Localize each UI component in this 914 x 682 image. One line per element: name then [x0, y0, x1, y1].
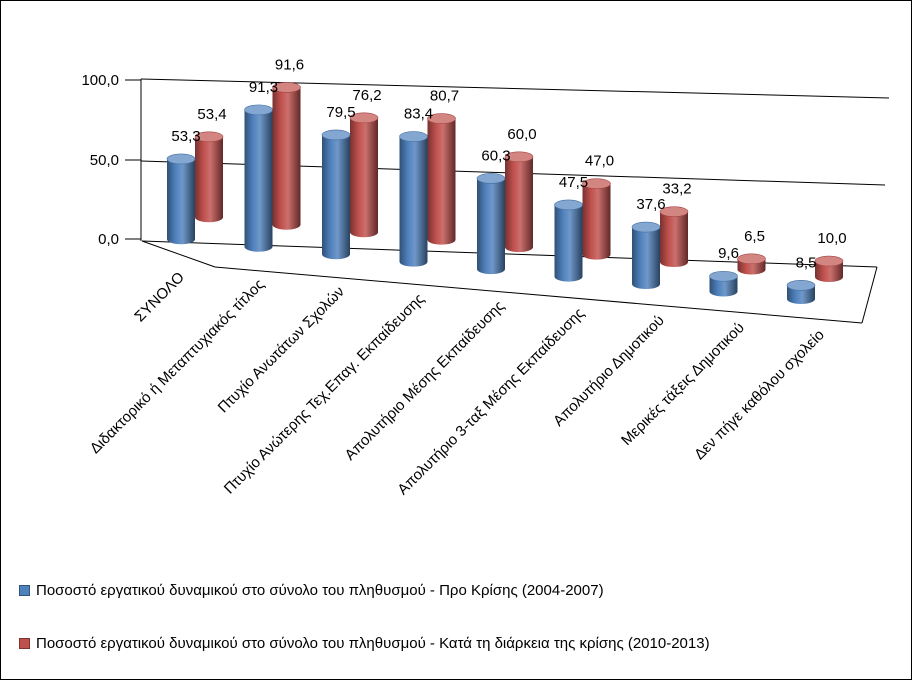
category-axis-line: [214, 266, 863, 324]
bar-during-crisis-4: [504, 151, 534, 253]
category-label: Απολυτήριο 3-ταξ Μέσης Εκπαίδευσης: [394, 305, 588, 499]
bar-during-crisis-8: [814, 255, 844, 282]
floor-right-edge: [861, 266, 878, 324]
data-label-during-crisis: 80,7: [430, 88, 459, 105]
data-label-pre-crisis: 91,3: [249, 79, 278, 96]
legend-item-during-crisis: Ποσοστό εργατικού δυναμικού στο σύνολο τ…: [19, 631, 909, 655]
bar-during-crisis-0: [194, 131, 224, 223]
bar-during-crisis-3: [427, 113, 456, 245]
bar-pre-crisis-4: [476, 173, 506, 275]
legend-swatch-red: [19, 637, 30, 649]
data-label-during-crisis: 47,0: [585, 153, 614, 170]
legend-label-pre-crisis: Ποσοστό εργατικού δυναμικού στο σύνολο τ…: [36, 581, 604, 599]
y-tick-label: 0,0: [98, 231, 119, 248]
category-label: Πτυχίο Ανώτερης Τεχ.Επαγ. Εκπαίδευσης: [221, 290, 428, 497]
data-label-during-crisis: 91,6: [275, 56, 304, 73]
data-label-pre-crisis: 8,5: [796, 254, 817, 271]
bar-pre-crisis-1: [244, 104, 273, 252]
bar-during-crisis-6: [659, 206, 689, 268]
y-tick-label: 100,0: [81, 72, 119, 89]
y-tick-label: 50,0: [90, 152, 119, 169]
bar-pre-crisis-6: [631, 221, 661, 290]
bar-during-crisis-5: [582, 178, 611, 260]
data-label-pre-crisis: 79,5: [326, 104, 355, 121]
bar-pre-crisis-7: [709, 270, 738, 297]
data-label-during-crisis: 10,0: [817, 230, 846, 247]
bar-pre-crisis-3: [399, 131, 428, 267]
chart-plot: 0,0 50,0 100,0 53,3 53,4 ΣΥΝΟΛΟ 91,3 91,6 Διδακτ…: [81, 56, 890, 499]
back-wall-top-edge: [140, 78, 890, 99]
data-label-pre-crisis: 53,3: [171, 128, 200, 145]
bar-pre-crisis-8: [786, 280, 816, 304]
data-label-during-crisis: 53,4: [197, 106, 226, 123]
bar-during-crisis-2: [349, 112, 379, 238]
data-label-during-crisis: 76,2: [352, 87, 381, 104]
data-label-pre-crisis: 47,5: [559, 174, 588, 191]
bar-during-crisis-1: [272, 82, 301, 230]
bar-pre-crisis-5: [554, 199, 583, 282]
bar-pre-crisis-0: [166, 153, 196, 245]
bar-pre-crisis-2: [321, 129, 351, 260]
data-label-pre-crisis: 9,6: [718, 245, 739, 262]
data-label-during-crisis: 60,0: [507, 126, 536, 143]
data-label-during-crisis: 6,5: [744, 228, 765, 245]
bar-during-crisis-7: [737, 253, 766, 275]
category-label: Απολυτήριο Μέσης Εκπαίδευσης: [342, 298, 508, 464]
legend-swatch-blue: [19, 584, 30, 596]
data-label-pre-crisis: 60,3: [481, 147, 510, 164]
legend-item-pre-crisis: Ποσοστό εργατικού δυναμικού στο σύνολο τ…: [19, 578, 909, 602]
data-label-pre-crisis: 37,6: [636, 196, 665, 213]
legend-label-during-crisis: Ποσοστό εργατικού δυναμικού στο σύνολο τ…: [36, 634, 710, 652]
category-label: ΣΥΝΟΛΟ: [131, 269, 187, 325]
category-label: Διδακτορικό ή Μεταπτυχιακός τίτλος: [87, 276, 268, 457]
floor-left-edge: [141, 240, 216, 268]
data-label-during-crisis: 33,2: [662, 181, 691, 198]
data-label-pre-crisis: 83,4: [404, 106, 433, 123]
